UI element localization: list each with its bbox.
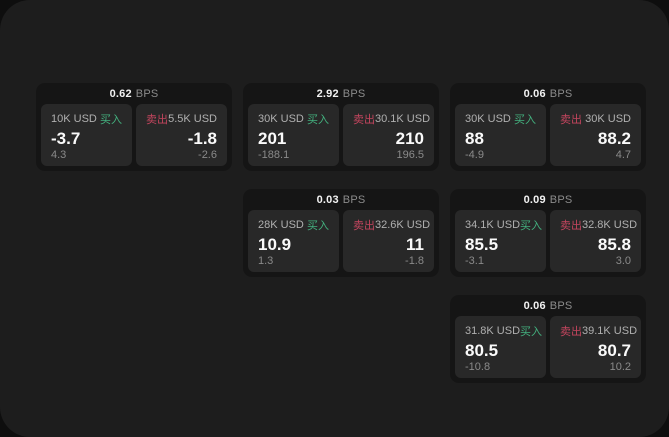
bps-unit-label: BPS [342,87,366,100]
buy-amount: 28K USD [258,219,304,231]
buy-price: 85.5 [465,235,499,254]
sell-panel[interactable]: 卖出 39.1K USD 80.7 10.2 [550,316,641,378]
bps-value: 0.03 [316,193,339,206]
sell-tag: 卖出 [353,114,375,126]
buy-tag: 买入 [520,220,543,232]
sell-price: -1.8 [187,129,217,148]
bps-value: 0.06 [523,87,546,100]
buy-panel[interactable]: 31.8K USD 买入 80.5 -10.8 [455,316,546,378]
bps-value: 0.09 [523,193,546,206]
quote-card[interactable]: 0.09 BPS 34.1K USD 买入 85.5 -3.1 卖出 32.8K… [450,189,646,277]
buy-price: 201 [258,129,287,148]
buy-delta: -4.9 [465,148,484,161]
bps-unit-label: BPS [549,299,573,312]
sell-price: 80.7 [597,341,631,360]
buy-delta: -10.8 [465,360,491,373]
bps-header: 0.03 BPS [248,189,434,210]
sell-delta: -1.8 [405,254,424,267]
sell-delta: 196.5 [396,148,424,161]
buy-delta: 4.3 [51,148,67,161]
quote-card-grid: 0.62 BPS 10K USD 买入 -3.7 4.3 卖出 5.5K USD [36,83,646,383]
bps-unit-label: BPS [549,193,573,206]
buy-tag: 买入 [307,220,329,232]
quote-card[interactable]: 2.92 BPS 30K USD 买入 201 -188.1 卖出 30.1K … [243,83,439,171]
sell-amount: 30K USD [585,113,631,125]
sell-price: 210 [395,129,424,148]
sell-price: 11 [406,235,424,254]
bps-value: 2.92 [316,87,339,100]
buy-amount: 34.1K USD [465,219,521,231]
sell-tag: 卖出 [560,220,582,232]
sell-amount: 30.1K USD [375,113,431,125]
sell-delta: 4.7 [615,148,631,161]
buy-delta: -3.1 [465,254,484,267]
sell-amount: 39.1K USD [582,325,638,337]
sell-tag: 卖出 [353,220,375,232]
quote-card[interactable]: 0.06 BPS 30K USD 买入 88 -4.9 卖出 30K USD [450,83,646,171]
bps-unit-label: BPS [549,87,573,100]
sell-tag: 卖出 [560,326,582,338]
buy-amount: 30K USD [465,113,511,125]
sell-delta: -2.6 [198,148,217,161]
sell-amount: 5.5K USD [168,113,217,125]
sell-price: 85.8 [597,235,631,254]
buy-price: 80.5 [465,341,499,360]
sell-panel[interactable]: 卖出 5.5K USD -1.8 -2.6 [136,104,227,166]
buy-panel[interactable]: 28K USD 买入 10.9 1.3 [248,210,339,272]
bps-unit-label: BPS [342,193,366,206]
bps-header: 0.06 BPS [455,295,641,316]
sell-amount: 32.6K USD [375,219,431,231]
buy-price: 10.9 [258,235,292,254]
sell-amount: 32.8K USD [582,219,638,231]
buy-tag: 买入 [100,114,122,126]
bps-unit-label: BPS [135,87,159,100]
buy-price: 88 [465,129,484,148]
buy-tag: 买入 [514,114,536,126]
quote-card[interactable]: 0.62 BPS 10K USD 买入 -3.7 4.3 卖出 5.5K USD [36,83,232,171]
sell-panel[interactable]: 卖出 32.6K USD 11 -1.8 [343,210,434,272]
buy-delta: -188.1 [258,148,290,161]
sell-delta: 10.2 [609,360,631,373]
sell-panel[interactable]: 卖出 32.8K USD 85.8 3.0 [550,210,641,272]
quote-card[interactable]: 0.03 BPS 28K USD 买入 10.9 1.3 卖出 32.6K US… [243,189,439,277]
bps-header: 0.09 BPS [455,189,641,210]
sell-delta: 3.0 [615,254,631,267]
buy-amount: 30K USD [258,113,304,125]
buy-panel[interactable]: 34.1K USD 买入 85.5 -3.1 [455,210,546,272]
buy-amount: 31.8K USD [465,325,521,337]
sell-tag: 卖出 [146,114,168,126]
bps-header: 0.06 BPS [455,83,641,104]
buy-amount: 10K USD [51,113,97,125]
buy-delta: 1.3 [258,254,274,267]
bps-header: 0.62 BPS [41,83,227,104]
bps-value: 0.62 [109,87,132,100]
buy-panel[interactable]: 10K USD 买入 -3.7 4.3 [41,104,132,166]
sell-tag: 卖出 [560,114,582,126]
buy-tag: 买入 [307,114,329,126]
buy-panel[interactable]: 30K USD 买入 88 -4.9 [455,104,546,166]
bps-value: 0.06 [523,299,546,312]
bps-header: 2.92 BPS [248,83,434,104]
buy-price: -3.7 [51,129,81,148]
sell-price: 88.2 [597,129,631,148]
buy-panel[interactable]: 30K USD 买入 201 -188.1 [248,104,339,166]
buy-tag: 买入 [520,326,543,338]
sell-panel[interactable]: 卖出 30K USD 88.2 4.7 [550,104,641,166]
quote-card[interactable]: 0.06 BPS 31.8K USD 买入 80.5 -10.8 卖出 39.1… [450,295,646,383]
sell-panel[interactable]: 卖出 30.1K USD 210 196.5 [343,104,434,166]
